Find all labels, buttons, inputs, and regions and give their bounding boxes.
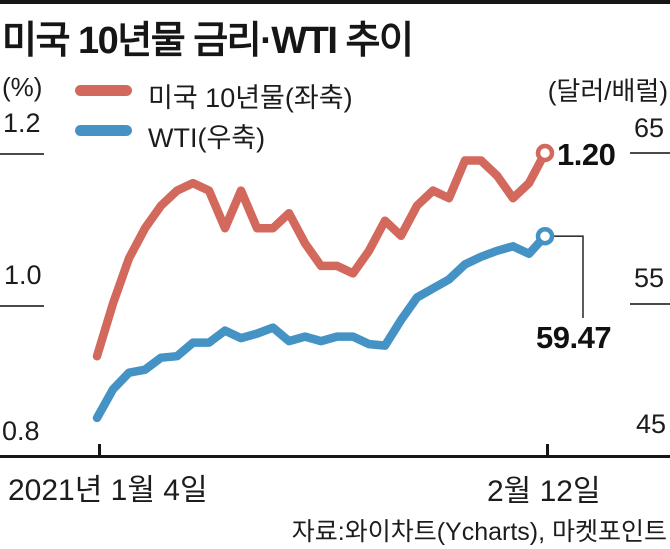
top-rule [0,0,670,4]
left-axis-tickline-1-0 [0,305,44,307]
wti-line [92,231,550,423]
legend-swatch-us10y [75,85,132,96]
legend-label-us10y: 미국 10년물(좌축) [148,83,353,113]
x-tick-start [98,444,101,456]
us10y-value-label: 1.20 [557,137,616,172]
left-axis-tick-1-0: 1.0 [4,260,42,290]
left-axis-unit: (%) [2,72,43,102]
wti-callout-line [554,235,584,318]
right-axis-tick-65: 65 [633,113,664,143]
right-axis-unit: (달러/배럴) [547,76,668,106]
page-title: 미국 10년물 금리·WTI 추이 [2,20,414,62]
legend-label-wti: WTI(우축) [148,123,266,153]
left-axis-tick-1-2: 1.2 [3,108,41,138]
wti-end-marker [535,226,555,246]
us10y-line [92,148,550,361]
left-axis-tickline-1-2 [0,153,44,155]
x-tick-end [546,444,549,456]
right-axis-tick-45: 45 [635,409,666,439]
right-axis-tick-55: 55 [633,263,664,293]
x-label-start: 2021년 1월 4일 [8,474,208,507]
wti-value-label: 59.47 [536,320,612,355]
x-axis-line [0,455,670,458]
right-axis-tickline-65 [630,152,670,154]
x-label-end: 2월 12일 [487,475,601,508]
us10y-end-marker [535,143,555,163]
right-axis-tickline-55 [630,303,670,305]
legend-swatch-wti [75,125,132,136]
source-note: 자료:와이차트(Ycharts), 마켓포인트 [291,518,667,546]
left-axis-tick-0-8: 0.8 [2,416,40,446]
